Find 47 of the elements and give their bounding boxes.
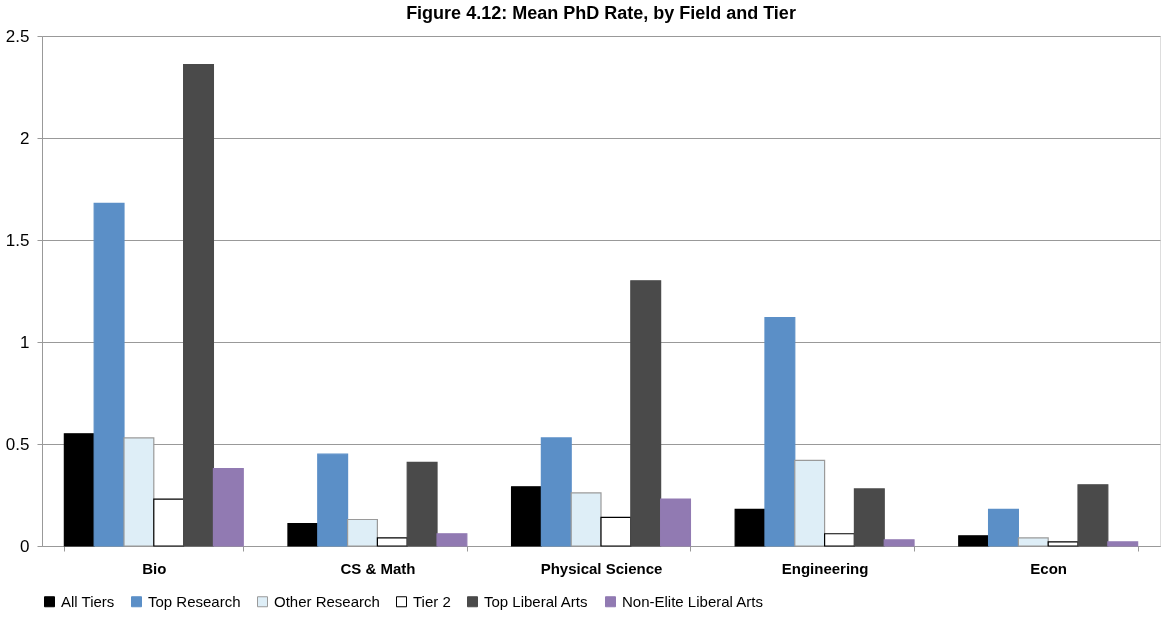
bar xyxy=(406,461,438,547)
bar xyxy=(660,498,692,547)
bar xyxy=(93,202,125,547)
y-tick-label: 1.5 xyxy=(5,230,30,250)
bar xyxy=(883,539,915,547)
bar xyxy=(436,533,468,547)
bar xyxy=(987,508,1019,547)
bar xyxy=(570,492,602,547)
bar xyxy=(824,533,856,547)
bar xyxy=(734,508,766,547)
bar xyxy=(1107,541,1139,547)
bar xyxy=(287,522,319,547)
legend-label: Non-Elite Liberal Arts xyxy=(622,592,763,610)
bar xyxy=(1047,541,1079,547)
bar xyxy=(600,516,632,547)
bar xyxy=(63,433,95,547)
bar xyxy=(630,280,662,547)
x-tick-label: Physical Science xyxy=(540,559,663,577)
x-tick-label: Econ xyxy=(1030,559,1068,577)
bar xyxy=(317,453,349,547)
chart-title: Figure 4.12: Mean PhD Rate, by Field and Tier xyxy=(406,3,796,23)
bar xyxy=(346,518,378,547)
bar xyxy=(853,488,885,547)
bar xyxy=(376,537,408,547)
y-tick-label: 2 xyxy=(20,128,30,148)
legend-label: Other Research xyxy=(274,592,380,610)
bar xyxy=(510,486,542,547)
x-tick-label: Bio xyxy=(142,559,167,577)
bar xyxy=(794,459,826,547)
y-tick-label: 1 xyxy=(20,332,30,352)
y-tick-label: 0.5 xyxy=(5,434,30,454)
legend-label: Top Liberal Arts xyxy=(484,592,588,610)
bar xyxy=(1077,484,1109,547)
x-tick-label: Engineering xyxy=(781,559,869,577)
bar xyxy=(958,535,990,547)
bar xyxy=(1017,537,1049,547)
x-tick-label: CS & Math xyxy=(340,559,416,577)
bar xyxy=(183,63,215,547)
bar xyxy=(153,498,185,547)
y-tick-label: 0 xyxy=(20,536,30,556)
legend-label: All Tiers xyxy=(61,592,115,610)
bar xyxy=(540,437,572,547)
legend-label: Top Research xyxy=(148,592,241,610)
y-tick-label: 2.5 xyxy=(5,26,30,46)
bar xyxy=(764,316,796,547)
bar xyxy=(212,467,244,547)
legend-label: Tier 2 xyxy=(413,592,451,610)
